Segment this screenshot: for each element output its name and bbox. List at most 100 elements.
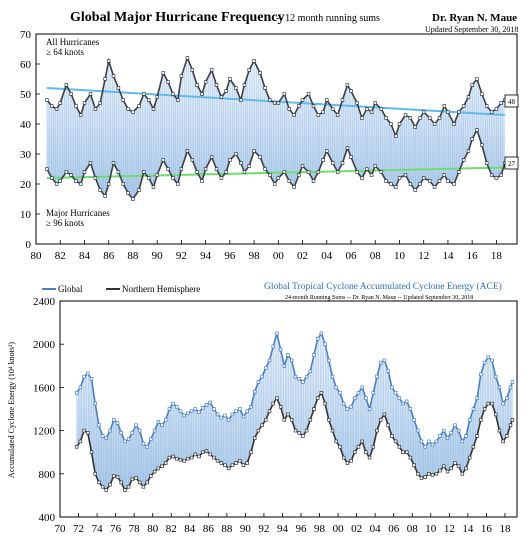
ace-data-point <box>327 358 331 363</box>
hurricane-data-point <box>50 176 54 180</box>
ace-data-point <box>297 431 301 435</box>
ace-data-point <box>416 472 420 476</box>
ace-data-point <box>108 428 112 433</box>
ace-data-point <box>249 405 253 409</box>
ace-data-point <box>319 391 324 395</box>
hurricane-x-tick-label: 12 <box>418 250 429 262</box>
ace-data-point <box>401 450 405 454</box>
hurricane-data-point <box>340 98 345 102</box>
ace-data-point <box>297 377 301 381</box>
ace-data-point <box>171 401 175 406</box>
ace-data-point <box>293 428 298 433</box>
hurricane-data-point <box>93 176 98 180</box>
hurricane-data-point <box>428 116 432 120</box>
hurricane-data-point <box>452 182 456 186</box>
hurricane-x-tick-label: 90 <box>152 250 164 262</box>
hurricane-x-tick-label: 00 <box>273 250 285 262</box>
hurricane-data-point <box>428 179 432 183</box>
hurricane-data-point <box>88 92 93 96</box>
ace-plot-frame <box>59 300 518 518</box>
hurricane-data-point <box>369 110 374 114</box>
ace-data-point <box>510 418 515 422</box>
hurricane-y-tick-label: 40 <box>20 119 32 131</box>
hurricane-data-point <box>268 173 272 177</box>
hurricane-data-point <box>258 71 262 75</box>
ace-x-tick-label: 94 <box>277 523 289 535</box>
ace-data-point <box>345 461 350 465</box>
ace-data-point <box>412 418 416 422</box>
hurricane-data-point <box>103 77 107 81</box>
ace-data-point <box>193 407 198 411</box>
ace-data-point <box>323 342 327 346</box>
hurricane-data-point <box>394 185 398 189</box>
hurricane-y-tick-label: 70 <box>20 29 32 41</box>
ace-data-point <box>412 463 416 467</box>
hurricane-data-point <box>234 152 238 156</box>
hurricane-data-point <box>146 98 151 102</box>
hurricane-data-point <box>131 110 135 114</box>
hurricane-data-point <box>311 104 316 108</box>
ace-data-point <box>275 396 279 400</box>
ace-data-point <box>341 401 346 406</box>
hurricane-data-point <box>203 167 208 171</box>
hurricane-x-tick-label: 18 <box>491 250 503 262</box>
ace-x-tick-label: 16 <box>481 523 493 535</box>
hurricane-x-tick-label: 82 <box>55 250 66 262</box>
ace-data-point <box>301 434 305 438</box>
ace-data-point <box>156 420 161 424</box>
ace-data-point <box>367 407 372 411</box>
ace-data-point <box>215 459 220 463</box>
ace-data-point <box>238 459 242 463</box>
ace-data-point <box>349 459 353 463</box>
hurricane-data-point <box>69 173 73 177</box>
ace-data-point <box>89 377 94 381</box>
ace-data-point <box>145 480 149 485</box>
ace-data-point <box>338 391 342 395</box>
hurricane-y-tick-label: 30 <box>20 149 32 161</box>
ace-data-point <box>434 472 439 476</box>
hurricane-data-point <box>446 179 450 183</box>
hurricane-data-point <box>242 170 247 174</box>
ace-data-point <box>267 358 272 363</box>
ace-data-point <box>245 409 249 413</box>
hurricane-data-point <box>413 125 417 129</box>
hurricane-data-point <box>203 80 208 84</box>
ace-data-point <box>416 428 420 433</box>
ace-chart-title: Global Tropical Cyclone Accumulated Cycl… <box>264 281 502 292</box>
hurricane-data-point <box>349 155 353 159</box>
hurricane-data-point <box>442 104 447 108</box>
ace-data-point <box>137 428 142 433</box>
ace-data-point <box>149 437 153 441</box>
ace-data-point <box>360 439 364 444</box>
ace-data-point <box>119 431 123 435</box>
ace-data-point <box>442 428 446 433</box>
ace-data-point <box>208 452 212 457</box>
hurricane-data-point <box>306 92 311 96</box>
hurricane-data-point <box>171 92 175 96</box>
ace-chart-subtitle: 24-month Running Sums -- Dr. Ryan N. Mau… <box>285 295 473 301</box>
hurricane-data-point <box>321 158 325 162</box>
hurricane-data-point <box>155 95 159 99</box>
ace-data-point <box>304 428 309 433</box>
ace-data-point <box>123 439 127 444</box>
hurricane-data-point <box>437 116 442 120</box>
ace-data-point <box>386 369 390 373</box>
ace-data-point <box>123 488 127 492</box>
hurricane-x-tick-label: 02 <box>297 250 308 262</box>
ace-x-tick-label: 04 <box>370 523 382 535</box>
hurricane-data-point <box>373 164 377 168</box>
ace-data-point <box>145 445 149 449</box>
ace-data-point <box>141 485 146 489</box>
ace-x-tick-label: 14 <box>462 523 474 535</box>
ace-data-point <box>278 347 283 352</box>
ace-data-point <box>353 450 357 454</box>
ace-data-point <box>364 396 368 400</box>
hurricane-data-point <box>384 179 388 183</box>
ace-data-point <box>134 476 138 480</box>
ace-data-point <box>334 385 338 390</box>
ace-x-tick-label: 86 <box>203 523 215 535</box>
ace-data-point <box>115 421 120 425</box>
hurricane-data-point <box>242 83 247 87</box>
ace-data-point <box>308 369 313 373</box>
